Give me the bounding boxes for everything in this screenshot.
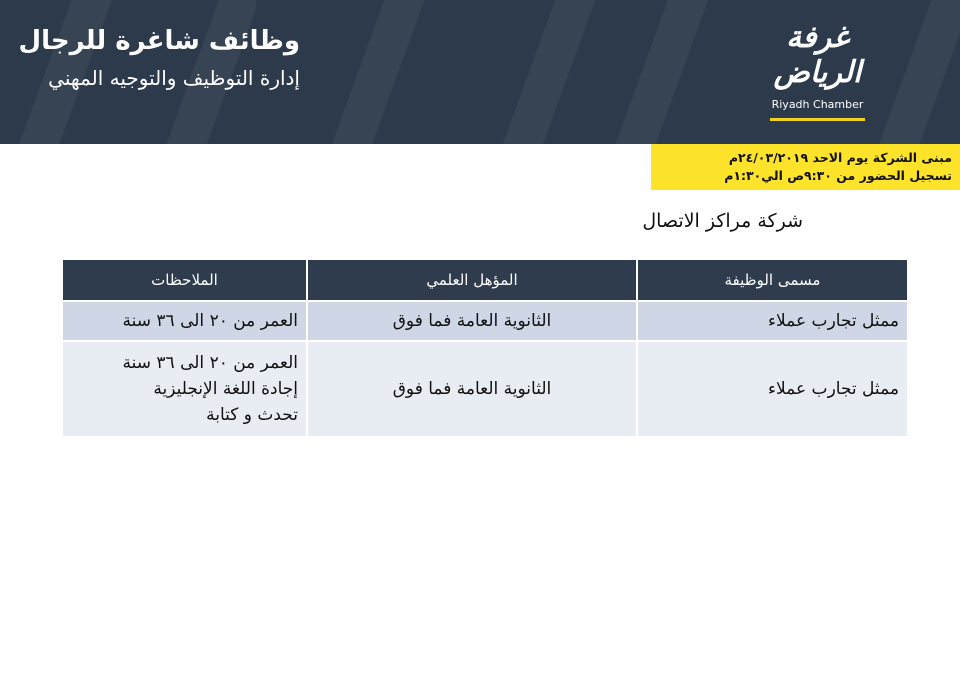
header-qualification: المؤهل العلمي xyxy=(306,260,637,302)
note-line: العمر من ٢٠ الى ٣٦ سنة xyxy=(122,311,299,331)
notice-date: مبنى الشركة يوم الاحد ٢٤/٠٣/٢٠١٩م xyxy=(728,150,952,165)
cell-qualification: الثانوية العامة فما فوق xyxy=(306,301,637,342)
logo-english: Riyadh Chamber xyxy=(771,98,864,111)
company-name: شركة مراكز الاتصال xyxy=(642,210,803,232)
cell-job-title: ممثل تجارب عملاء xyxy=(636,301,907,342)
cell-notes: العمر من ٢٠ الى ٣٦ سنة xyxy=(61,301,307,342)
logo-underline xyxy=(770,118,865,121)
cell-notes: العمر من ٢٠ الى ٣٦ سنة إجادة اللغة الإنج… xyxy=(61,341,307,438)
header-job-title: مسمى الوظيفة xyxy=(636,260,907,302)
logo-arabic: غرفة الرياض xyxy=(773,20,863,90)
decorative-stripe xyxy=(596,0,722,144)
table-header-row: مسمى الوظيفة المؤهل العلمي الملاحظات xyxy=(61,260,907,302)
note-line: العمر من ٢٠ الى ٣٦ سنة xyxy=(122,353,299,373)
decorative-stripe xyxy=(476,0,602,144)
jobs-table: مسمى الوظيفة المؤهل العلمي الملاحظات ممث… xyxy=(61,260,907,438)
table-row: ممثل تجارب عملاء الثانوية العامة فما فوق… xyxy=(61,341,907,438)
header-banner: وظائف شاغرة للرجال إدارة التوظيف والتوجي… xyxy=(0,0,960,144)
page-title: وظائف شاغرة للرجال xyxy=(18,26,300,56)
note-line: تحدث و كتابة xyxy=(206,405,298,425)
riyadh-chamber-logo: غرفة الرياض Riyadh Chamber xyxy=(750,20,885,121)
page-subtitle: إدارة التوظيف والتوجيه المهني xyxy=(48,66,300,90)
note-line: إجادة اللغة الإنجليزية xyxy=(153,379,298,399)
cell-qualification: الثانوية العامة فما فوق xyxy=(306,341,637,438)
notice-time: تسجيل الحضور من ٩:٣٠ص الي١:٣٠م xyxy=(724,168,952,183)
cell-job-title: ممثل تجارب عملاء xyxy=(636,341,907,438)
decorative-stripe xyxy=(316,0,442,144)
header-notes: الملاحظات xyxy=(61,260,307,302)
notice-box: مبنى الشركة يوم الاحد ٢٤/٠٣/٢٠١٩م تسجيل … xyxy=(651,144,960,190)
table-row: ممثل تجارب عملاء الثانوية العامة فما فوق… xyxy=(61,301,907,342)
